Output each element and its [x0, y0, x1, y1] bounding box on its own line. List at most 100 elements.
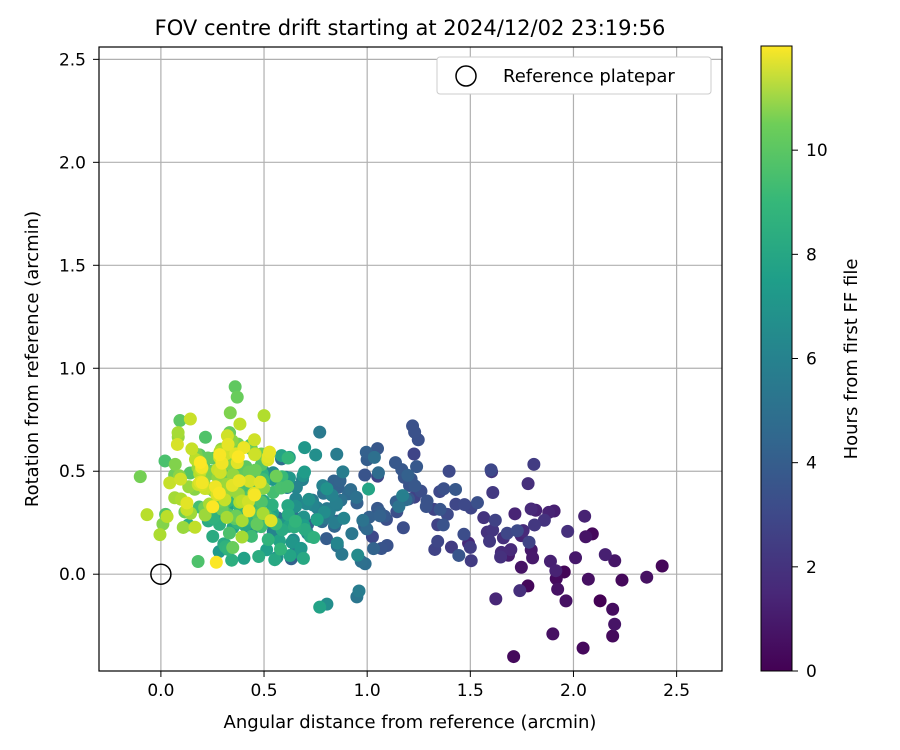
data-point [336, 465, 350, 479]
data-point [396, 521, 410, 535]
data-point [489, 592, 503, 606]
data-point [335, 547, 349, 561]
legend-label: Reference platepar [503, 66, 675, 87]
data-point [569, 551, 583, 565]
colorbar-gradient [760, 45, 793, 672]
data-point [483, 534, 497, 548]
plot-frame [98, 46, 723, 672]
data-point [507, 650, 521, 664]
data-point [537, 513, 551, 527]
data-point [330, 447, 344, 461]
data-point [392, 500, 406, 514]
data-point [274, 542, 288, 556]
data-point [576, 641, 590, 655]
data-point [170, 437, 184, 451]
data-point [198, 430, 212, 444]
data-point [213, 448, 227, 462]
data-point [309, 448, 323, 462]
chart-title: FOV centre drift starting at 2024/12/02 … [155, 16, 666, 40]
data-point [581, 572, 595, 586]
data-point [225, 553, 239, 567]
data-point [521, 477, 535, 491]
y-tick-label: 1.0 [59, 359, 86, 379]
data-point [419, 499, 433, 513]
legend: Reference platepar [436, 56, 712, 95]
data-point [514, 560, 528, 574]
data-point [212, 486, 226, 500]
data-point [464, 554, 478, 568]
data-point [206, 529, 220, 543]
data-point [253, 475, 267, 489]
data-point [264, 514, 278, 528]
data-point [527, 457, 541, 471]
data-point [549, 564, 563, 578]
data-point [606, 629, 620, 643]
data-point [310, 513, 324, 527]
data-point [486, 485, 500, 499]
reference-platepar-marker [150, 563, 172, 585]
data-point [494, 550, 508, 564]
data-point [269, 469, 283, 483]
data-point [263, 445, 277, 459]
data-point [356, 513, 370, 527]
x-tick-label: 2.0 [560, 681, 587, 701]
data-point [313, 425, 327, 439]
data-point [367, 542, 381, 556]
data-point [222, 526, 236, 540]
data-point [297, 465, 311, 479]
data-point [640, 570, 654, 584]
data-point [559, 594, 573, 608]
data-point [408, 425, 422, 439]
data-point [578, 509, 592, 523]
data-point [615, 573, 629, 587]
data-point [298, 441, 312, 455]
data-point [510, 524, 524, 538]
data-point [198, 508, 212, 522]
data-point [352, 584, 366, 598]
data-point [524, 502, 538, 516]
x-tick-label: 1.5 [457, 681, 484, 701]
data-point [436, 518, 450, 532]
data-point [183, 412, 197, 426]
data-point [237, 551, 251, 565]
data-point [408, 479, 422, 493]
y-axis-ticks: 0.0 0.5 1.0 1.5 2.0 2.5 [59, 50, 99, 585]
legend-box [436, 56, 712, 95]
data-point [437, 482, 451, 496]
x-tick-label: 0.0 [147, 681, 174, 701]
data-point [543, 554, 557, 568]
data-point [195, 476, 209, 490]
data-point [433, 502, 447, 516]
data-points [133, 380, 669, 664]
data-point [500, 526, 514, 540]
data-point [247, 433, 261, 447]
colorbar-label: Hours from first FF file [841, 259, 862, 460]
data-point [320, 482, 334, 496]
data-point [244, 529, 258, 543]
data-point [608, 554, 622, 568]
data-point [452, 548, 466, 562]
data-point [373, 509, 387, 523]
data-point [133, 470, 147, 484]
y-tick-label: 0.0 [59, 565, 86, 585]
data-point [488, 513, 502, 527]
data-point [410, 460, 424, 474]
data-point [252, 550, 266, 564]
data-point [153, 528, 167, 542]
colorbar: 0 2 4 6 8 10 Hours from first FF file [760, 45, 862, 682]
data-point [313, 600, 327, 614]
data-point [281, 451, 295, 465]
data-point [593, 594, 607, 608]
y-tick-label: 2.5 [59, 50, 86, 70]
data-point [261, 533, 275, 547]
data-point [396, 489, 410, 503]
y-tick-label: 0.5 [59, 462, 86, 482]
data-point [235, 530, 249, 544]
data-point [457, 527, 471, 541]
data-point [242, 474, 256, 488]
data-point [140, 508, 154, 522]
data-point [457, 498, 471, 512]
data-point [526, 551, 540, 565]
data-point [188, 520, 202, 534]
data-point [265, 498, 279, 512]
